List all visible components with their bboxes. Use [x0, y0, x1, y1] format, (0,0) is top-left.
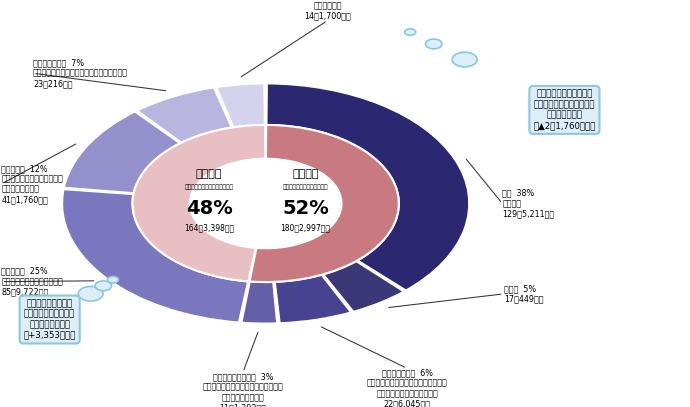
Circle shape [95, 281, 112, 291]
Text: 使用料・手数料など  3%
（市営住宅の家賃、保育料やスポーツ
施設の使用料など）
11億1,292万円: 使用料・手数料など 3% （市営住宅の家賃、保育料やスポーツ 施設の使用料など）… [202, 372, 284, 407]
Circle shape [404, 29, 415, 35]
Text: 地方譲与税など  7%
（国が徴収した税の一部を地方に分配する）
23億216万円: 地方譲与税など 7% （国が徴収した税の一部を地方に分配する） 23億216万円 [33, 58, 128, 88]
Circle shape [452, 52, 477, 67]
Text: 依存財源: 依存財源 [196, 169, 222, 179]
Text: 繰入金・繰越金  6%
（前年度からの繰越金や、市の基金を
取り崩して財源としたもの）
22億6,045万円: 繰入金・繰越金 6% （前年度からの繰越金や、市の基金を 取り崩して財源としたも… [366, 368, 448, 407]
Text: （国や県から交付されるお金）: （国や県から交付されるお金） [184, 184, 234, 190]
Text: 164億3,398万円: 164億3,398万円 [184, 223, 234, 232]
Wedge shape [250, 125, 399, 282]
Wedge shape [64, 112, 180, 193]
Text: 諸収入  5%
17億449万円: 諸収入 5% 17億449万円 [504, 284, 543, 304]
Text: 市税  38%
（税金）
129億5,211万円: 市税 38% （税金） 129億5,211万円 [502, 188, 555, 219]
Text: 市債  4%
（市の借金）
14億1,700万円: 市債 4% （市の借金） 14億1,700万円 [304, 0, 351, 20]
Text: 地方交付税  12%
（全国一律のサービス提供を
するためのお金）
41億1,760万円: 地方交付税 12% （全国一律のサービス提供を するためのお金） 41億1,76… [1, 164, 63, 204]
Wedge shape [137, 88, 232, 143]
Circle shape [78, 287, 103, 301]
Wedge shape [62, 189, 248, 322]
Wedge shape [241, 282, 277, 324]
Text: 52%: 52% [282, 199, 329, 218]
Wedge shape [266, 83, 469, 291]
Wedge shape [323, 261, 404, 312]
Text: こども医療費が増え
たので、県からの補助
金が増えました。
（+3,353万円）: こども医療費が増え たので、県からの補助 金が増えました。 （+3,353万円） [23, 300, 76, 339]
Circle shape [426, 39, 442, 49]
Wedge shape [132, 125, 266, 281]
Wedge shape [216, 83, 265, 127]
Text: 国県支出金  25%
（国や県からもらえるお金）
85億9,722万円: 国県支出金 25% （国や県からもらえるお金） 85億9,722万円 [1, 267, 63, 297]
Circle shape [108, 276, 119, 283]
Text: （自主的に調達できるお金）: （自主的に調達できるお金） [283, 184, 328, 190]
Text: 48%: 48% [186, 199, 233, 218]
Wedge shape [275, 275, 351, 323]
Text: 180億2,997万円: 180億2,997万円 [281, 223, 331, 232]
Text: 市営住宅の建て替え事業
の進捗により、借りる金額
が減りました。
（▲2億1,760万円）: 市営住宅の建て替え事業 の進捗により、借りる金額 が減りました。 （▲2億1,7… [533, 90, 595, 130]
Text: 自主財源: 自主財源 [293, 169, 319, 179]
